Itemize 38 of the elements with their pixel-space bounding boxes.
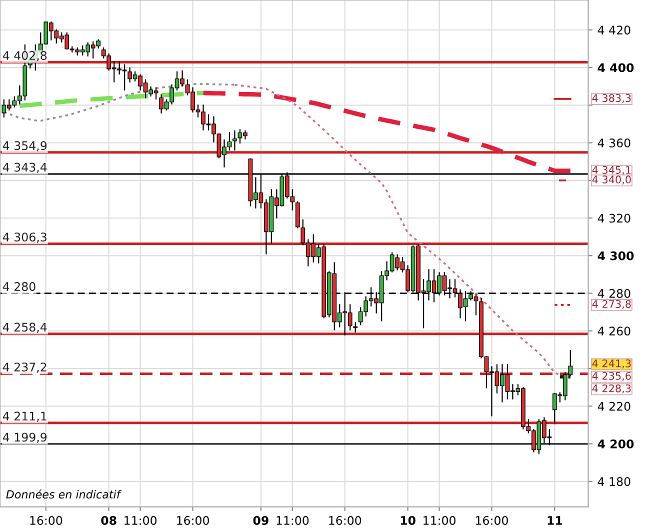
x-tick-label: 11 bbox=[548, 516, 562, 525]
ref-line-label: 4 258,4 bbox=[2, 322, 47, 333]
y-tick-label: 4 220 bbox=[598, 402, 630, 411]
ref-line-label: 4 402,8 bbox=[2, 51, 47, 62]
x-tick-label: 11:00 bbox=[276, 516, 309, 525]
x-tick-label: 11:00 bbox=[124, 516, 157, 525]
y-tick-label: 4 320 bbox=[598, 214, 630, 223]
x-tick-label: 16:00 bbox=[30, 516, 62, 525]
y-tick-label: 4 180 bbox=[598, 477, 630, 486]
text: 4 241,3 bbox=[592, 359, 631, 368]
x-tick-label: 10 bbox=[400, 516, 416, 525]
y-tick-label: 4 260 bbox=[598, 326, 630, 336]
y-tick-label: 4 300 bbox=[598, 251, 634, 260]
ref-line-label: 4 211,1 bbox=[2, 412, 46, 422]
text: 4 273,8 bbox=[592, 300, 631, 310]
ref-line-label: 4 343,4 bbox=[2, 162, 47, 173]
annotation: Données en indicatif bbox=[6, 490, 122, 499]
ref-line-label: 4 354,9 bbox=[2, 141, 47, 152]
x-tick-label: 16:00 bbox=[177, 516, 209, 525]
x-tick-label: 09 bbox=[253, 516, 268, 525]
x-tick-label: 11:00 bbox=[424, 516, 456, 525]
x-tick-label: 16:00 bbox=[329, 516, 362, 525]
y-tick-label: 4 420 bbox=[598, 26, 630, 35]
text: 4 340,0 bbox=[592, 176, 631, 184]
x-tick-label: 16:00 bbox=[476, 516, 508, 525]
ref-line-label: 4 199,9 bbox=[2, 432, 47, 443]
text: 4 345,1 bbox=[592, 166, 631, 175]
x-tick-label: 08 bbox=[101, 516, 116, 525]
ref-line-label: 4 280 bbox=[2, 282, 36, 291]
text: 4 228,3 bbox=[592, 384, 631, 394]
text: 4 383,3 bbox=[592, 94, 631, 104]
ref-line-label: 4 237,2 bbox=[2, 362, 46, 373]
text: 4 235,6 bbox=[592, 372, 631, 381]
y-tick-label: 4 280 bbox=[598, 288, 630, 298]
ref-line-label: 4 306,3 bbox=[2, 232, 46, 243]
y-tick-label: 4 400 bbox=[598, 63, 634, 72]
y-tick-label: 4 360 bbox=[598, 138, 630, 148]
y-tick-label: 4 200 bbox=[598, 439, 634, 448]
